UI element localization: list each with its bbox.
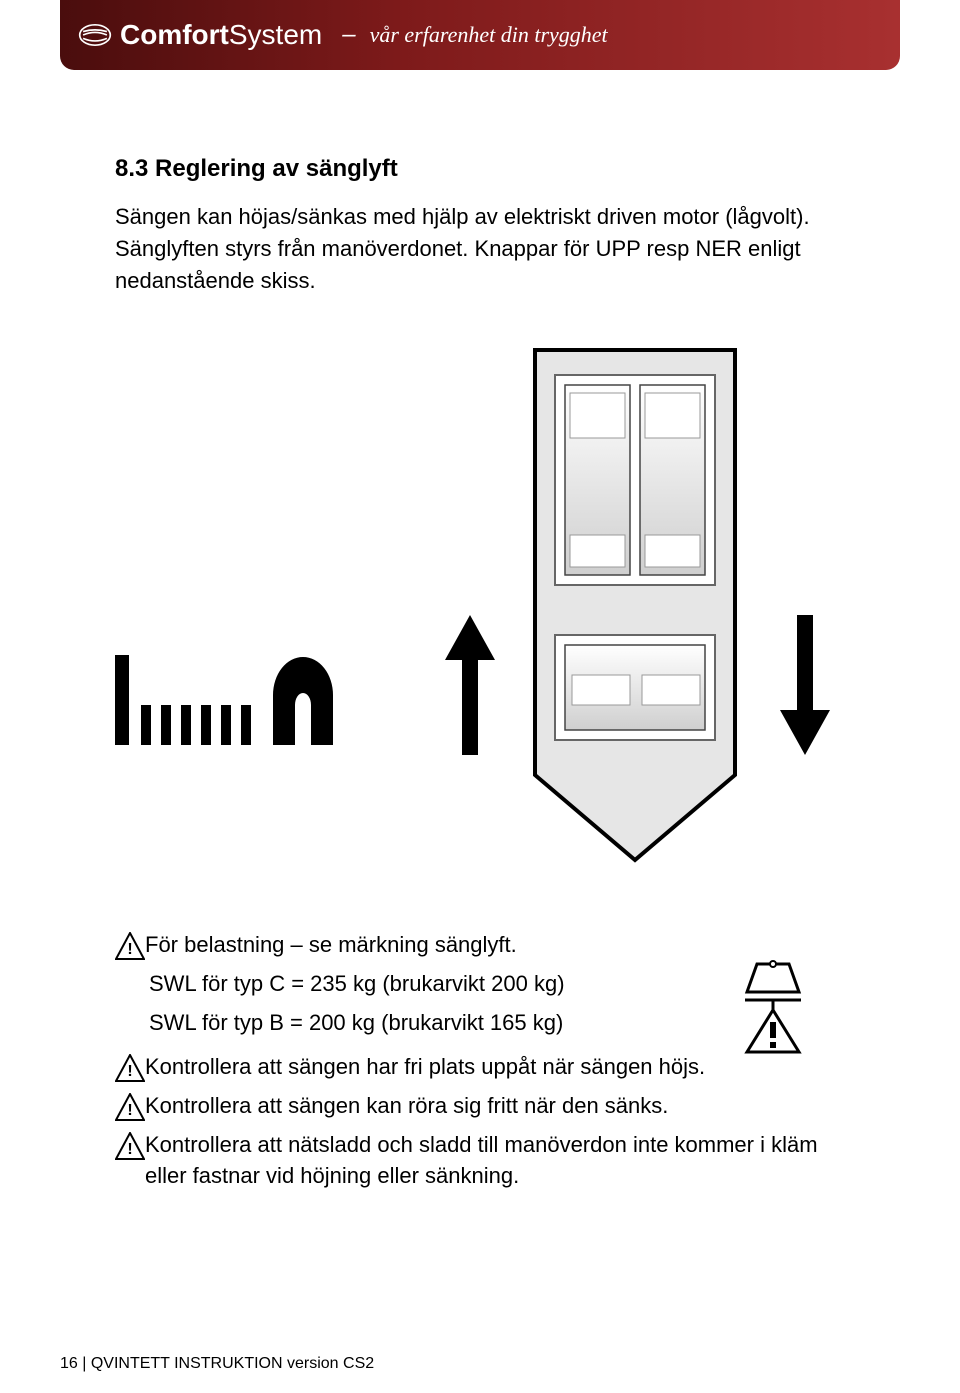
remote-control-diagram [530,345,740,865]
diagram-area [115,345,845,865]
svg-text:!: ! [127,1063,132,1080]
svg-text:!: ! [127,1102,132,1119]
warning-row: ! Kontrollera att nätsladd och sladd til… [115,1130,855,1192]
section-title: 8.3 Reglering av sänglyft [115,155,845,183]
warning-row: ! För belastning – se märkning sänglyft. [115,930,855,961]
page: ComfortSystem – vår erfarenhet din trygg… [0,0,960,1393]
brand-separator: – [342,21,355,49]
page-number: 16 [60,1355,78,1372]
warnings-block: ! För belastning – se märkning sänglyft.… [115,930,855,1200]
footer-divider: | [78,1355,91,1372]
brand-name-sub: System [229,19,322,51]
brand-tagline: vår erfarenhet din trygghet [370,22,608,48]
warning-row: ! Kontrollera att sängen kan röra sig fr… [115,1091,855,1122]
swl-c-text: SWL för typ C = 235 kg (brukarvikt 200 k… [149,969,565,1000]
warning-triangle-icon: ! [115,932,145,960]
warning-triangle-icon: ! [115,1054,145,1082]
doc-title: QVINTETT INSTRUKTION version CS2 [91,1355,374,1372]
arrow-down-icon [780,615,830,755]
swl-b-text: SWL för typ B = 200 kg (brukarvikt 165 k… [149,1008,563,1039]
content-block: 8.3 Reglering av sänglyft Sängen kan höj… [115,155,845,305]
warning-text: Kontrollera att nätsladd och sladd till … [145,1130,855,1192]
section-paragraph: Sängen kan höjas/sänkas med hjälp av ele… [115,201,845,297]
warning-triangle-icon: ! [115,1093,145,1121]
warning-text: För belastning – se märkning sänglyft. [145,930,517,961]
swl-load-icon [743,960,803,1055]
brand-logo-icon [78,18,112,52]
warning-row: ! Kontrollera att sängen har fri plats u… [115,1052,855,1083]
page-footer: 16 | QVINTETT INSTRUKTION version CS2 [60,1355,374,1373]
svg-text:!: ! [127,1141,132,1158]
warning-text: Kontrollera att sängen har fri plats upp… [145,1052,705,1083]
header-banner: ComfortSystem – vår erfarenhet din trygg… [60,0,900,70]
warning-text: Kontrollera att sängen kan röra sig frit… [145,1091,668,1122]
brand-lockup: ComfortSystem – vår erfarenhet din trygg… [78,18,608,52]
arrow-up-icon [445,615,495,755]
warning-triangle-icon: ! [115,1132,145,1160]
svg-text:!: ! [127,941,132,958]
ruler-icon [115,635,375,755]
brand-name-main: Comfort [120,19,229,51]
